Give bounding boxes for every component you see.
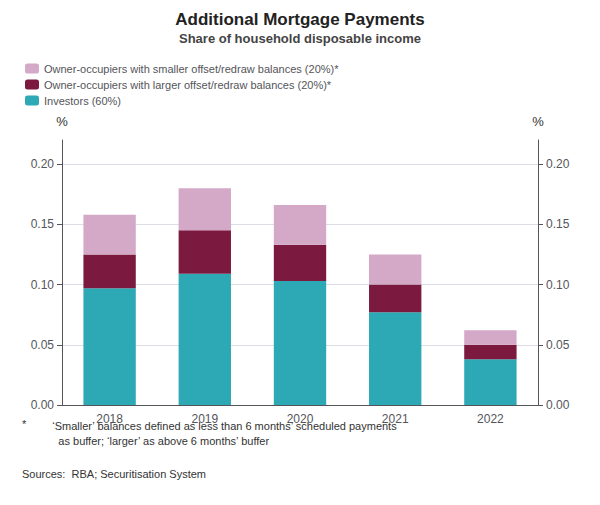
svg-text:Additional Mortgage Payments: Additional Mortgage Payments — [175, 10, 424, 29]
svg-text:0.20: 0.20 — [546, 157, 570, 171]
svg-text:Investors (60%): Investors (60%) — [44, 95, 121, 107]
svg-text:0.00: 0.00 — [546, 398, 570, 412]
svg-text:Sources: RBA; Securitisation: Sources: RBA; Securitisation System — [22, 468, 206, 480]
svg-text:0.10: 0.10 — [31, 278, 55, 292]
svg-text:2022: 2022 — [477, 412, 504, 426]
svg-text:*: * — [22, 418, 27, 430]
svg-text:2020: 2020 — [287, 412, 314, 426]
svg-text:Owner-occupiers with larger of: Owner-occupiers with larger offset/redra… — [44, 79, 332, 91]
svg-text:Share of household disposable: Share of household disposable income — [179, 31, 421, 46]
svg-text:2019: 2019 — [191, 412, 218, 426]
svg-text:%: % — [56, 114, 68, 129]
svg-text:0.10: 0.10 — [546, 278, 570, 292]
svg-text:0.15: 0.15 — [31, 217, 55, 231]
svg-text:0.20: 0.20 — [31, 157, 55, 171]
svg-text:0.00: 0.00 — [31, 398, 55, 412]
svg-text:‘Smaller’ balances defined as: ‘Smaller’ balances defined as less than … — [40, 420, 397, 432]
svg-text:0.15: 0.15 — [546, 217, 570, 231]
svg-text:2021: 2021 — [382, 412, 409, 426]
svg-text:Owner-occupiers with smaller o: Owner-occupiers with smaller offset/redr… — [44, 63, 339, 75]
svg-text:0.05: 0.05 — [546, 338, 570, 352]
svg-text:2018: 2018 — [96, 412, 123, 426]
svg-text:%: % — [532, 114, 544, 129]
svg-text:0.05: 0.05 — [31, 338, 55, 352]
svg-text:as buffer; ‘larger’ as above 6: as buffer; ‘larger’ as above 6 months’ b… — [40, 435, 269, 447]
